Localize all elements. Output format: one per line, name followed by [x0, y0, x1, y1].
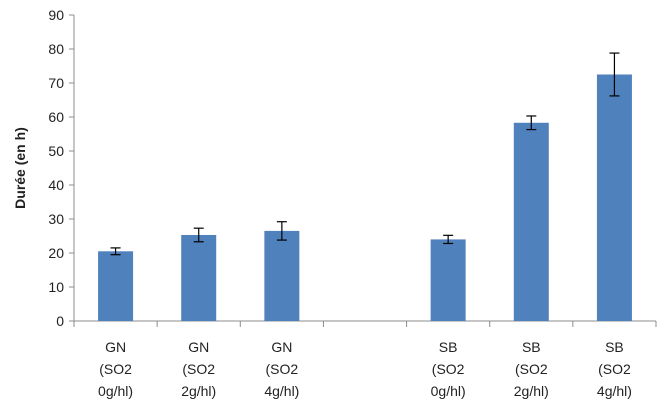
x-category-label: SB [522, 339, 541, 355]
bar [596, 74, 632, 321]
x-category-label: (SO2 [266, 361, 299, 377]
y-tick-label: 20 [48, 245, 64, 261]
x-category-label: (SO2 [598, 361, 631, 377]
bar [181, 234, 217, 321]
y-tick-label: 90 [48, 7, 64, 23]
y-tick-label: 30 [48, 211, 64, 227]
y-tick-label: 50 [48, 143, 64, 159]
x-category-label: (SO2 [515, 361, 548, 377]
x-category-label: 4g/hl) [264, 383, 299, 399]
x-category-label: 4g/hl) [597, 383, 632, 399]
y-tick-label: 10 [48, 279, 64, 295]
y-tick-label: 80 [48, 41, 64, 57]
x-category-label: (SO2 [182, 361, 215, 377]
x-category-label: 0g/hl) [431, 383, 466, 399]
y-axis-title: Durée (en h) [12, 127, 28, 209]
x-category-label: GN [105, 339, 126, 355]
x-category-label: SB [605, 339, 624, 355]
x-category-label: 0g/hl) [98, 383, 133, 399]
x-category-label: SB [439, 339, 458, 355]
y-tick-label: 70 [48, 75, 64, 91]
bar [430, 239, 466, 321]
bar [513, 122, 549, 321]
x-category-label: (SO2 [99, 361, 132, 377]
x-category-label: 2g/hl) [514, 383, 549, 399]
y-tick-label: 60 [48, 109, 64, 125]
x-category-label: 2g/hl) [181, 383, 216, 399]
y-tick-label: 0 [56, 313, 64, 329]
x-category-label: GN [188, 339, 209, 355]
x-category-label: GN [271, 339, 292, 355]
bar [98, 251, 134, 321]
bar [264, 230, 300, 321]
x-category-label: (SO2 [432, 361, 465, 377]
y-tick-label: 40 [48, 177, 64, 193]
